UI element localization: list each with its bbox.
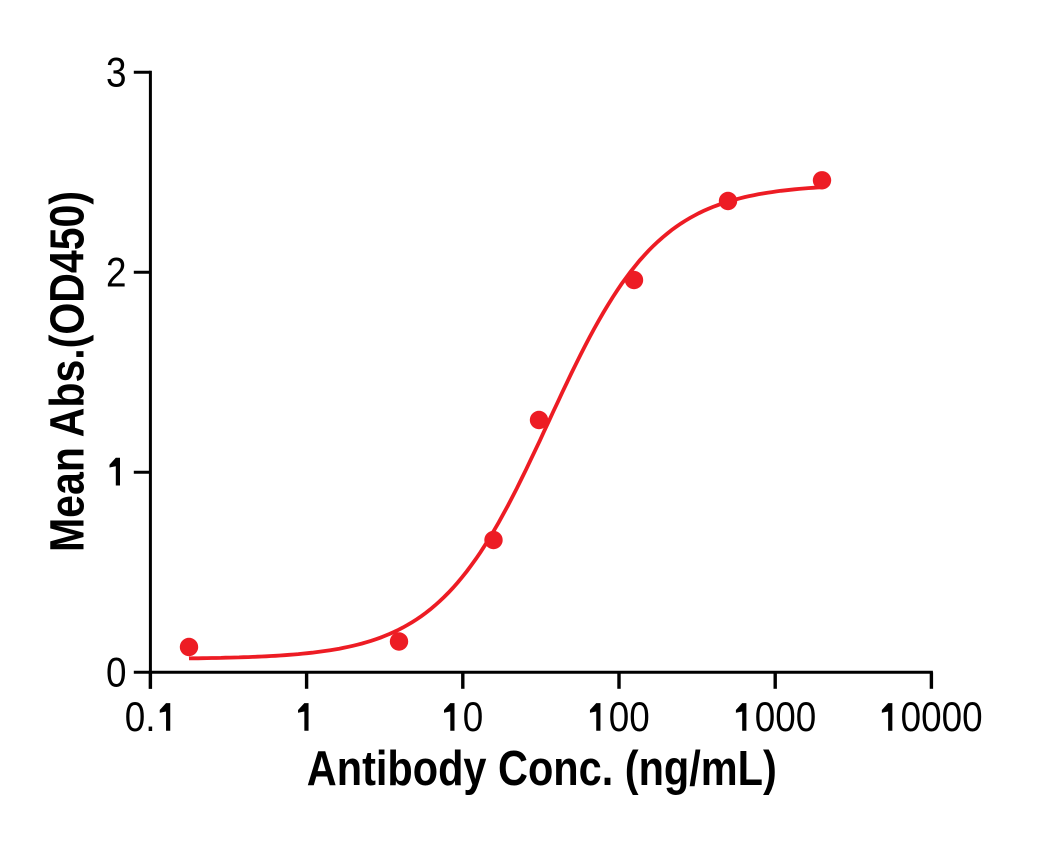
svg-text:0: 0 bbox=[796, 693, 817, 740]
svg-text:Antibody Conc. (ng/mL): Antibody Conc. (ng/mL) bbox=[307, 742, 777, 796]
svg-text:2: 2 bbox=[106, 249, 127, 296]
svg-text:0: 0 bbox=[921, 693, 942, 740]
svg-text:.: . bbox=[145, 693, 155, 740]
svg-text:0: 0 bbox=[755, 693, 776, 740]
svg-text:0: 0 bbox=[463, 693, 484, 740]
svg-text:0: 0 bbox=[609, 693, 630, 740]
svg-text:Mean Abs.(OD450): Mean Abs.(OD450) bbox=[42, 191, 95, 552]
svg-text:0: 0 bbox=[901, 693, 922, 740]
svg-text:3: 3 bbox=[106, 49, 127, 96]
svg-text:0: 0 bbox=[942, 693, 963, 740]
svg-text:0: 0 bbox=[106, 649, 127, 696]
svg-text:0: 0 bbox=[125, 693, 146, 740]
svg-text:0: 0 bbox=[962, 693, 983, 740]
svg-text:0: 0 bbox=[775, 693, 796, 740]
svg-text:0: 0 bbox=[629, 693, 650, 740]
